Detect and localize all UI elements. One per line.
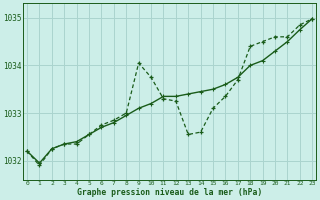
X-axis label: Graphe pression niveau de la mer (hPa): Graphe pression niveau de la mer (hPa) xyxy=(77,188,262,197)
